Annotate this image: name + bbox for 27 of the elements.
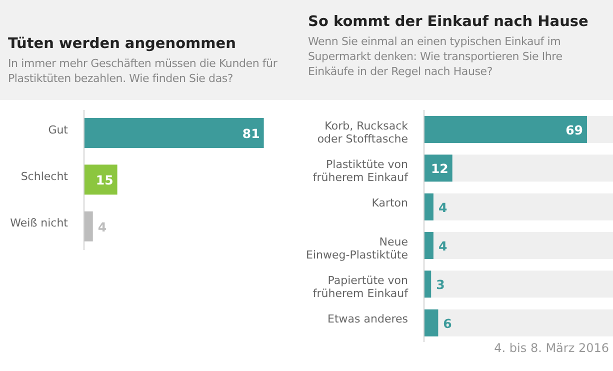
bar (424, 193, 434, 220)
data-label: 3 (436, 277, 445, 292)
data-label: 4 (98, 219, 107, 234)
chart-subtitle: Wenn Sie einmal an einen typischen Einkauf im Supermarkt denken: Wie transportieren Sie Ihre Einkäufe in der Regel nach Hause? (308, 34, 564, 79)
y-tick-label: Weiß nicht (10, 216, 69, 230)
data-label: 69 (566, 122, 584, 138)
y-tick-label: Neue Einweg-Plastiktüte (306, 235, 408, 262)
y-tick-label: Schlecht (20, 170, 69, 183)
y-tick-label: Plastiktüte von früherem Einkauf (312, 158, 410, 184)
chart-title: Tüten werden angenommen (8, 36, 237, 52)
bar (424, 309, 438, 336)
data-label: 12 (430, 161, 448, 176)
y-tick-label: Etwas anderes (328, 312, 408, 326)
data-label: 6 (443, 316, 452, 331)
bar (424, 232, 434, 259)
data-label: 4 (438, 200, 448, 215)
data-label: 15 (96, 172, 114, 188)
y-tick-label: Korb, Rucksack oder Stofftasche (317, 119, 409, 146)
y-tick-label: Gut (48, 123, 69, 136)
data-label: 81 (242, 126, 260, 141)
y-tick-label: Papiertüte von früherem Einkauf (312, 274, 410, 300)
chart-subtitle: In immer mehr Geschäften müssen die Kunden für Plastiktüten bezahlen. Wie finden Sie das? (8, 56, 278, 86)
data-label: 4 (438, 238, 448, 254)
chart-title: So kommt der Einkauf nach Hause (308, 14, 590, 30)
annotation: 4. bis 8. März 2016 (494, 341, 609, 355)
bar (424, 270, 432, 298)
y-tick-label: Karton (372, 196, 408, 210)
